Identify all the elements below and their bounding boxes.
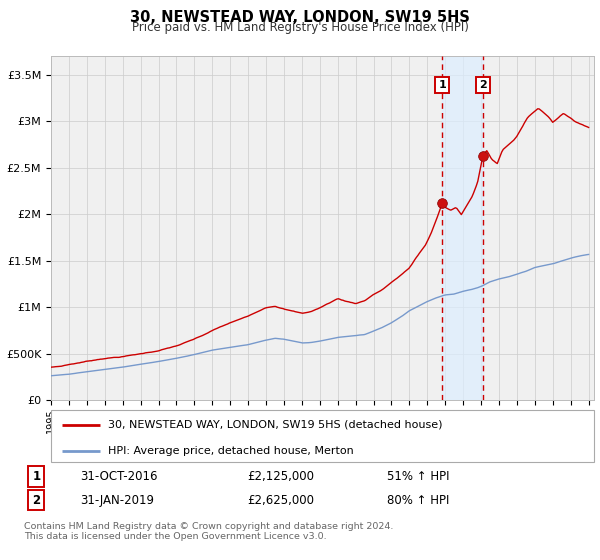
Text: 31-JAN-2019: 31-JAN-2019 (80, 493, 154, 507)
Text: Price paid vs. HM Land Registry's House Price Index (HPI): Price paid vs. HM Land Registry's House … (131, 21, 469, 34)
Text: 2: 2 (479, 80, 487, 90)
Text: 2: 2 (32, 493, 40, 507)
Text: 51% ↑ HPI: 51% ↑ HPI (387, 470, 449, 483)
Text: 30, NEWSTEAD WAY, LONDON, SW19 5HS: 30, NEWSTEAD WAY, LONDON, SW19 5HS (130, 10, 470, 25)
Text: HPI: Average price, detached house, Merton: HPI: Average price, detached house, Mert… (108, 446, 354, 456)
Text: Contains HM Land Registry data © Crown copyright and database right 2024.
This d: Contains HM Land Registry data © Crown c… (24, 522, 394, 542)
Text: 31-OCT-2016: 31-OCT-2016 (80, 470, 157, 483)
Text: 1: 1 (439, 80, 446, 90)
Text: 1: 1 (32, 470, 40, 483)
Text: £2,125,000: £2,125,000 (247, 470, 314, 483)
Text: 80% ↑ HPI: 80% ↑ HPI (387, 493, 449, 507)
Text: 30, NEWSTEAD WAY, LONDON, SW19 5HS (detached house): 30, NEWSTEAD WAY, LONDON, SW19 5HS (deta… (108, 420, 443, 430)
Text: £2,625,000: £2,625,000 (247, 493, 314, 507)
Bar (442, 56, 482, 400)
